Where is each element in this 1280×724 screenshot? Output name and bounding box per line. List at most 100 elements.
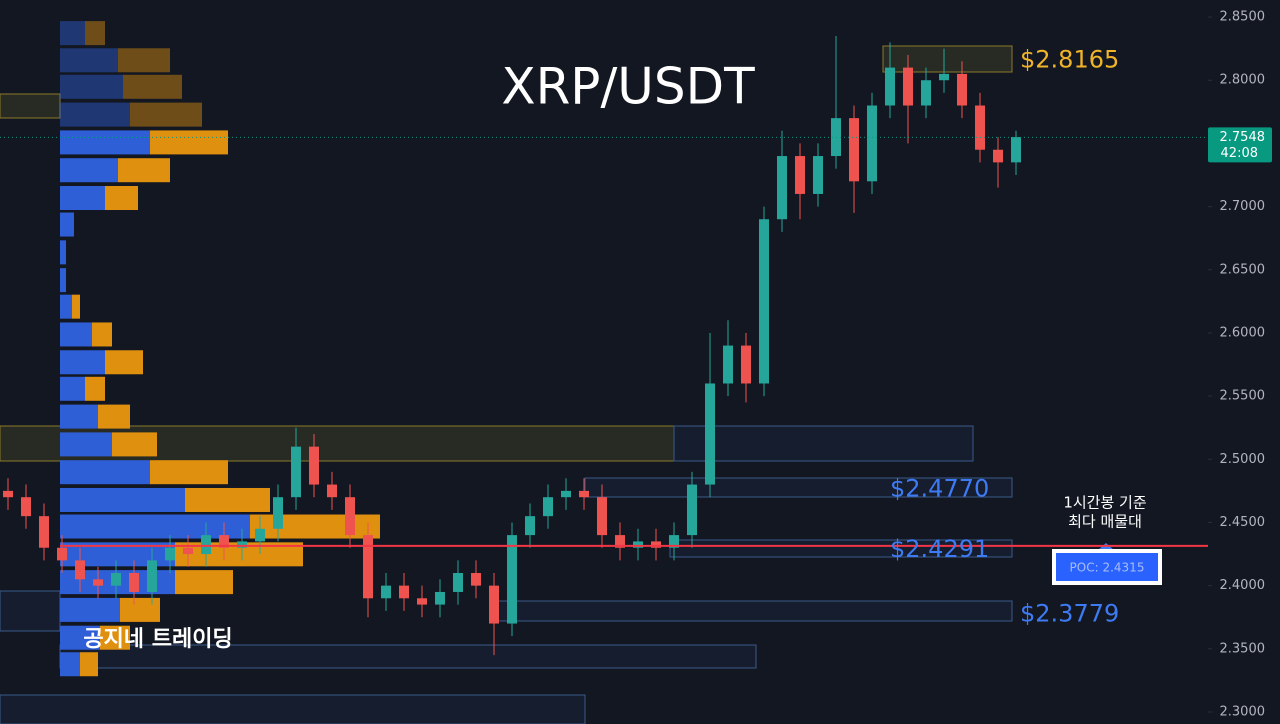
profile-sell <box>100 625 130 650</box>
profile-buy <box>60 514 250 539</box>
profile-sell <box>85 21 105 46</box>
zone <box>673 425 974 462</box>
last-price-label: 2.7548 <box>1220 130 1266 145</box>
last-price-box <box>1208 127 1272 163</box>
zone <box>882 45 1013 73</box>
zones <box>0 45 1013 724</box>
candle-body <box>273 497 283 529</box>
profile-buy <box>60 625 100 650</box>
candle-body <box>291 446 301 498</box>
chart-title: XRP/USDT <box>501 58 755 116</box>
candle-body <box>183 547 193 555</box>
candle-body <box>327 484 337 498</box>
profile-buy <box>60 268 66 293</box>
candle-body <box>237 541 247 548</box>
profile-buy <box>60 130 150 155</box>
zone <box>496 600 1013 622</box>
profile-sell <box>105 186 138 211</box>
y-tick-label: 2.8500 <box>1220 10 1266 25</box>
candle-body <box>597 497 607 536</box>
profile-buy <box>60 376 85 401</box>
candle-body <box>867 105 877 182</box>
candle-body <box>201 535 211 555</box>
candle-body <box>489 585 499 624</box>
candle-body <box>39 516 49 548</box>
profile-sell <box>250 514 380 539</box>
y-tick-label: 2.7000 <box>1220 199 1266 214</box>
zone <box>0 590 61 632</box>
level-label: $2.8165 <box>1020 45 1119 73</box>
watermark: 공지네 트레이딩 <box>83 627 232 652</box>
candle-body <box>543 497 553 517</box>
profile-sell <box>150 460 228 485</box>
candle-body <box>813 156 823 194</box>
y-tick-label: 2.3500 <box>1220 641 1266 656</box>
poc-box-inner <box>1056 553 1158 581</box>
candle-body <box>975 105 985 150</box>
profile-sell <box>85 376 105 401</box>
profile-buy <box>60 102 130 127</box>
candle-body <box>435 591 445 605</box>
y-tick-label: 2.4500 <box>1220 515 1266 530</box>
candle-body <box>561 490 571 498</box>
candle-body <box>741 345 751 384</box>
candle-body <box>921 80 931 106</box>
candle-body <box>885 67 895 106</box>
annotation: 1시간봉 기준 <box>1063 494 1147 512</box>
candles <box>3 36 1021 656</box>
y-tick-label: 2.5500 <box>1220 389 1266 404</box>
profile-sell <box>150 130 228 155</box>
profile-buy <box>60 597 120 622</box>
profile-buy <box>60 48 118 73</box>
profile-buy <box>60 74 123 99</box>
candle-body <box>777 156 787 220</box>
profile-sell <box>92 322 112 347</box>
profile-sell <box>175 570 233 595</box>
candle-body <box>129 573 139 592</box>
profile-sell <box>185 487 270 512</box>
profile-sell <box>72 294 80 319</box>
y-tick-label: 2.3000 <box>1220 704 1266 719</box>
profile-sell <box>118 48 170 73</box>
profile-sell <box>98 404 130 429</box>
candle-body <box>219 535 229 548</box>
countdown: 42:08 <box>1221 146 1258 161</box>
candle-body <box>165 547 175 561</box>
y-tick-label: 2.4000 <box>1220 578 1266 593</box>
volume-profile <box>60 21 380 677</box>
candle-body <box>615 535 625 548</box>
candle-body <box>651 541 661 548</box>
profile-buy <box>60 322 92 347</box>
candle-body <box>993 149 1003 163</box>
candle-body <box>453 573 463 592</box>
profile-sell <box>120 597 160 622</box>
candle-body <box>417 598 427 605</box>
zone <box>0 694 586 724</box>
candle-body <box>723 345 733 384</box>
candle-body <box>147 560 157 592</box>
y-tick-label: 2.6500 <box>1220 262 1266 277</box>
profile-sell <box>130 102 202 127</box>
candle-body <box>1011 137 1021 163</box>
profile-buy <box>60 212 74 237</box>
level-label: $2.4291 <box>890 535 989 563</box>
candle-body <box>255 528 265 542</box>
candle-body <box>399 585 409 599</box>
profile-buy <box>60 21 85 46</box>
candle-body <box>795 156 805 194</box>
candle-body <box>849 118 859 182</box>
candle-body <box>21 497 31 517</box>
profile-sell <box>112 432 157 457</box>
zone <box>669 539 1013 558</box>
candle-body <box>111 573 121 586</box>
candle-body <box>3 490 13 498</box>
profile-sell <box>80 652 98 677</box>
candle-body <box>903 67 913 106</box>
candle-body <box>363 535 373 599</box>
profile-buy <box>60 432 112 457</box>
poc-label: POC: 2.4315 <box>1070 561 1145 575</box>
profile-buy <box>60 294 72 319</box>
annotation: 최다 매물대 <box>1068 513 1142 531</box>
profile-sell <box>105 350 143 375</box>
